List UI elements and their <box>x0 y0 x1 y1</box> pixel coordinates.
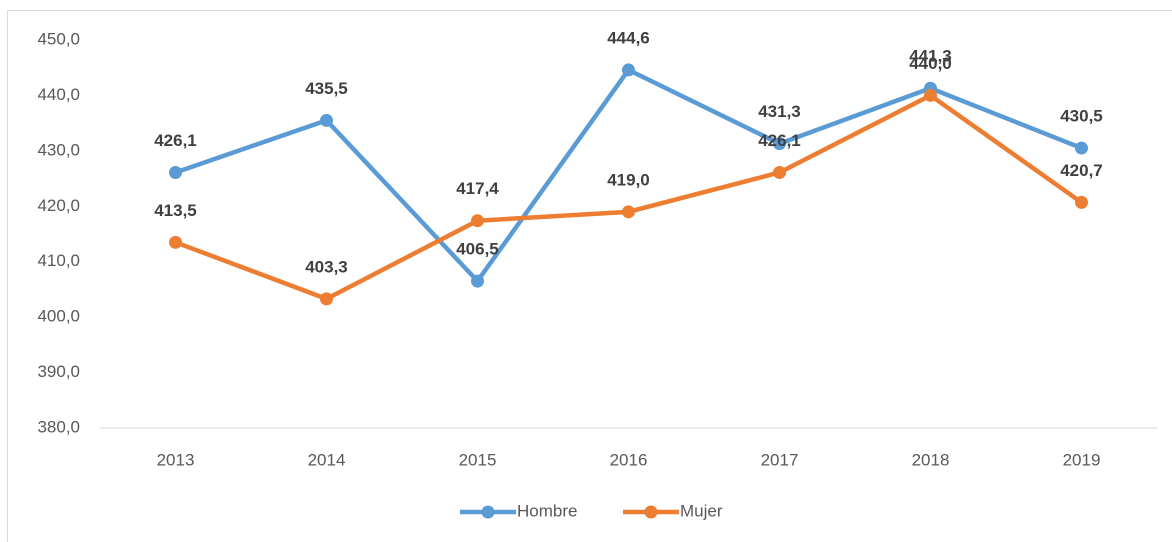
legend-label: Mujer <box>680 501 723 520</box>
y-tick-label: 410,0 <box>37 251 80 270</box>
y-tick-label: 390,0 <box>37 362 80 381</box>
value-label: 430,5 <box>1060 107 1103 126</box>
x-tick-label: 2014 <box>308 450 346 469</box>
x-tick-label: 2018 <box>912 450 950 469</box>
point <box>773 165 786 179</box>
value-label: 426,1 <box>758 131 801 150</box>
x-tick-label: 2019 <box>1063 450 1101 469</box>
y-tick-label: 440,0 <box>37 85 80 104</box>
y-tick-label: 430,0 <box>37 140 80 159</box>
value-label: 441,3 <box>909 47 952 66</box>
y-tick-label: 400,0 <box>37 307 80 326</box>
value-label: 426,1 <box>154 131 197 150</box>
legend-label: Hombre <box>517 501 577 520</box>
value-label: 417,4 <box>456 179 499 198</box>
value-label: 440,0 <box>909 54 952 73</box>
x-tick-label: 2013 <box>157 450 195 469</box>
point <box>1075 141 1088 155</box>
x-tick-label: 2015 <box>459 450 497 469</box>
point <box>320 113 333 127</box>
point <box>1075 195 1088 209</box>
point <box>169 165 182 179</box>
value-label: 406,5 <box>456 240 499 259</box>
y-tick-label: 420,0 <box>37 196 80 215</box>
value-label: 419,0 <box>607 170 650 189</box>
point <box>622 205 635 219</box>
point <box>471 214 484 228</box>
point <box>471 274 484 288</box>
x-tick-label: 2016 <box>610 450 648 469</box>
y-tick-label: 380,0 <box>37 417 80 436</box>
value-label: 420,7 <box>1060 161 1103 180</box>
legend-marker <box>481 505 495 519</box>
point <box>622 63 635 77</box>
value-label: 413,5 <box>154 201 197 220</box>
value-label: 444,6 <box>607 28 650 47</box>
legend-marker <box>644 505 658 519</box>
point <box>169 235 182 249</box>
point <box>320 292 333 306</box>
value-label: 403,3 <box>305 257 348 276</box>
chart-border <box>7 10 1172 542</box>
point <box>924 88 937 102</box>
x-tick-label: 2017 <box>761 450 799 469</box>
value-label: 435,5 <box>305 79 348 98</box>
y-tick-label: 450,0 <box>37 29 80 48</box>
value-label: 431,3 <box>758 102 801 121</box>
point <box>773 137 786 151</box>
